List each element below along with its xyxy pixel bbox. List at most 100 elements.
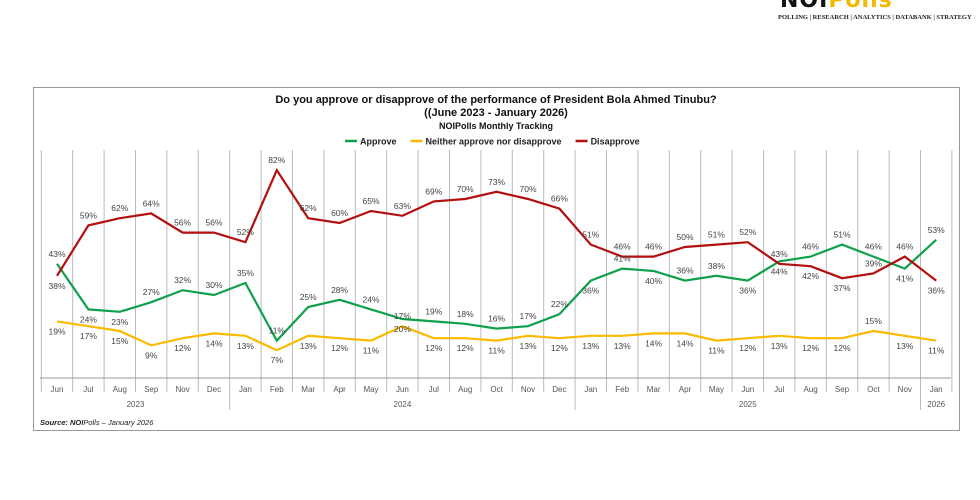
data-label: 14% bbox=[676, 338, 693, 348]
x-tick-label: Nov bbox=[175, 385, 189, 394]
data-label: 52% bbox=[739, 227, 756, 237]
data-label: 18% bbox=[457, 309, 474, 319]
series-line-neither-approve-nor-disapprove bbox=[56, 320, 937, 352]
year-label: 2023 bbox=[127, 400, 145, 409]
data-label: 27% bbox=[143, 287, 160, 297]
data-label: 82% bbox=[268, 155, 285, 165]
x-tick-label: Mar bbox=[647, 385, 661, 394]
x-tick-label: Mar bbox=[301, 385, 315, 394]
data-label: 46% bbox=[802, 242, 819, 252]
x-tick-label: Aug bbox=[803, 385, 817, 394]
x-tick-label: Jan bbox=[584, 385, 597, 394]
data-label: 37% bbox=[833, 283, 850, 293]
x-tick-label: Feb bbox=[270, 385, 284, 394]
data-label: 70% bbox=[457, 184, 474, 194]
data-label: 43% bbox=[48, 249, 65, 259]
data-label: 40% bbox=[645, 276, 662, 286]
x-tick-label: Aug bbox=[113, 385, 127, 394]
data-label: 15% bbox=[865, 316, 882, 326]
data-label: 11% bbox=[928, 346, 945, 356]
data-label: 13% bbox=[582, 341, 599, 351]
x-tick-label: Jun bbox=[396, 385, 409, 394]
data-label: 12% bbox=[833, 343, 850, 353]
source-note: Source: NOIPolls – January 2026 bbox=[40, 418, 154, 427]
chart-subtitle: ((June 2023 - January 2026) bbox=[424, 107, 568, 119]
series-line-approve bbox=[56, 238, 937, 343]
legend-label: Neither approve nor disapprove bbox=[426, 137, 562, 147]
data-label: 50% bbox=[676, 232, 693, 242]
data-label: 13% bbox=[237, 341, 254, 351]
legend-label: Approve bbox=[360, 137, 397, 147]
data-label: 38% bbox=[48, 281, 65, 291]
data-label: 12% bbox=[551, 343, 568, 353]
data-label: 56% bbox=[174, 218, 191, 228]
x-tick-label: Dec bbox=[207, 385, 221, 394]
data-label: 36% bbox=[676, 266, 693, 276]
data-label: 13% bbox=[519, 341, 536, 351]
data-label: 30% bbox=[205, 280, 222, 290]
data-label: 36% bbox=[582, 286, 599, 296]
x-tick-label: Jan bbox=[930, 385, 943, 394]
data-label: 35% bbox=[237, 268, 254, 278]
data-label: 62% bbox=[111, 203, 128, 213]
data-label: 51% bbox=[708, 230, 725, 240]
data-label: 12% bbox=[174, 343, 191, 353]
data-label: 15% bbox=[111, 336, 128, 346]
data-label: 69% bbox=[425, 186, 442, 196]
data-label: 60% bbox=[331, 208, 348, 218]
data-label: 64% bbox=[143, 198, 160, 208]
data-label: 17% bbox=[80, 331, 97, 341]
data-label: 13% bbox=[896, 341, 913, 351]
data-label: 62% bbox=[300, 203, 317, 213]
data-label: 38% bbox=[708, 261, 725, 271]
data-label: 13% bbox=[771, 341, 788, 351]
x-tick-label: Jul bbox=[83, 385, 93, 394]
data-label: 11% bbox=[269, 326, 286, 336]
data-label: 63% bbox=[394, 201, 411, 211]
data-label: 46% bbox=[614, 242, 631, 252]
data-label: 14% bbox=[205, 338, 222, 348]
x-tick-label: Dec bbox=[552, 385, 566, 394]
data-label: 32% bbox=[174, 275, 191, 285]
data-label: 44% bbox=[771, 266, 788, 276]
data-label: 66% bbox=[551, 194, 568, 204]
data-label: 25% bbox=[300, 292, 317, 302]
data-label: 19% bbox=[48, 326, 65, 336]
x-tick-label: Sep bbox=[835, 385, 850, 394]
data-label: 70% bbox=[519, 184, 536, 194]
year-label: 2026 bbox=[927, 400, 945, 409]
x-tick-label: Jan bbox=[239, 385, 252, 394]
chart-frame bbox=[33, 87, 960, 431]
data-label: 23% bbox=[111, 317, 128, 327]
x-tick-label: Jun bbox=[741, 385, 754, 394]
data-label: 51% bbox=[833, 230, 850, 240]
data-label: 53% bbox=[928, 225, 945, 235]
data-label: 52% bbox=[237, 227, 254, 237]
data-label: 12% bbox=[331, 343, 348, 353]
data-label: 46% bbox=[896, 242, 913, 252]
data-label: 56% bbox=[205, 218, 222, 228]
x-tick-label: Jun bbox=[51, 385, 64, 394]
data-label: 17% bbox=[519, 311, 536, 321]
data-label: 73% bbox=[488, 177, 505, 187]
x-tick-label: Jul bbox=[429, 385, 439, 394]
data-label: 7% bbox=[271, 355, 284, 365]
data-label: 9% bbox=[145, 350, 158, 360]
data-label: 46% bbox=[645, 242, 662, 252]
x-tick-label: Nov bbox=[521, 385, 535, 394]
data-label: 11% bbox=[363, 346, 380, 356]
series-line-disapprove bbox=[56, 167, 937, 282]
data-label: 51% bbox=[582, 230, 599, 240]
x-tick-label: Oct bbox=[490, 385, 503, 394]
data-label: 13% bbox=[614, 341, 631, 351]
data-label: 12% bbox=[425, 343, 442, 353]
data-label: 12% bbox=[739, 343, 756, 353]
data-label: 24% bbox=[362, 294, 379, 304]
data-label: 28% bbox=[331, 285, 348, 295]
data-label: 12% bbox=[802, 343, 819, 353]
data-label: 46% bbox=[865, 242, 882, 252]
data-label: 59% bbox=[80, 210, 97, 220]
x-tick-label: Oct bbox=[867, 385, 880, 394]
data-label: 43% bbox=[771, 249, 788, 259]
data-label: 39% bbox=[865, 258, 882, 268]
